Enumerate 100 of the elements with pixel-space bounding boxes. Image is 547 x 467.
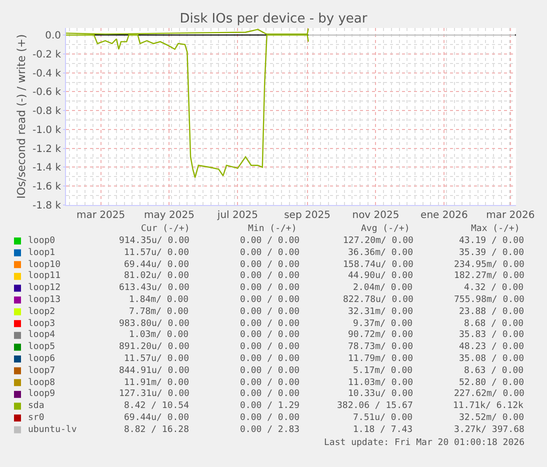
text: 0.00 / 0.00 [240, 295, 300, 305]
text: 4.32 / 0.00 [464, 283, 524, 293]
text: Max (-/+) [471, 224, 520, 234]
legend-label: loop3 [28, 319, 56, 329]
text: Last update: Fri Mar 20 01:00:18 2026 [324, 438, 524, 448]
text: 36.36m/ 0.00 [348, 248, 414, 258]
legend-label: sda [28, 401, 44, 411]
legend-label: loop7 [28, 366, 56, 376]
text: 0.00 / 0.00 [240, 366, 300, 376]
text: 5.17m/ 0.00 [353, 366, 413, 376]
text: 81.02u/ 0.00 [124, 271, 190, 281]
text: 7.51u/ 0.00 [353, 413, 413, 423]
text: 10.33u/ 0.00 [348, 389, 414, 399]
text: 0.00 / 1.29 [240, 401, 300, 411]
legend-label: loop9 [28, 389, 56, 399]
legend-label: loop2 [28, 307, 56, 317]
text: 8.63 / 0.00 [464, 366, 524, 376]
text: 755.98m/ 0.00 [454, 295, 524, 305]
text: 0.00 / 0.00 [240, 330, 300, 340]
text: 0.00 / 0.00 [240, 260, 300, 270]
legend-label: sr0 [28, 413, 44, 423]
text: 8.68 / 0.00 [464, 319, 524, 329]
text: 52.80 / 0.00 [459, 378, 524, 388]
legend-label: loop11 [28, 271, 61, 281]
y-tick-label: -0.4 k [32, 68, 62, 80]
legend-label: loop12 [28, 283, 61, 293]
text: 0.00 / 0.00 [240, 271, 300, 281]
text: 8.42 / 10.54 [124, 401, 190, 411]
text: Min (-/+) [248, 224, 297, 234]
text: 127.31u/ 0.00 [119, 389, 190, 399]
text: 914.35u/ 0.00 [119, 236, 190, 246]
x-tick-label: ene 2026 [420, 210, 468, 221]
text: 844.91u/ 0.00 [119, 366, 190, 376]
y-tick-label: 0.0 [45, 30, 61, 42]
text: 11.91m/ 0.00 [124, 378, 190, 388]
y-tick-label: -1.8 k [32, 200, 62, 212]
text: 983.80u/ 0.00 [119, 319, 190, 329]
legend-label: loop13 [28, 295, 61, 305]
text: 127.20m/ 0.00 [343, 236, 414, 246]
x-tick-label: mar 2026 [486, 210, 535, 221]
y-tick-label: -1.0 k [32, 124, 62, 136]
text: 0.00 / 0.00 [240, 413, 300, 423]
text: 822.78u/ 0.00 [343, 295, 414, 305]
text: 891.20u/ 0.00 [119, 342, 190, 352]
text: 7.78m/ 0.00 [129, 307, 189, 317]
text: 43.19 / 0.00 [459, 236, 524, 246]
text: 48.23 / 0.00 [459, 342, 524, 352]
legend-label: loop5 [28, 342, 56, 352]
text: 0.00 / 0.00 [240, 354, 300, 364]
text: 69.44u/ 0.00 [124, 260, 190, 270]
text: 0.00 / 0.00 [240, 342, 300, 352]
text: 9.37m/ 0.00 [353, 319, 413, 329]
text: 35.08 / 0.00 [459, 354, 524, 364]
text: 158.74u/ 0.00 [343, 260, 414, 270]
chart-title: Disk IOs per device - by year [180, 12, 368, 27]
text: 23.88 / 0.00 [459, 307, 524, 317]
legend-label: loop6 [28, 354, 56, 364]
text: 11.79m/ 0.00 [348, 354, 414, 364]
text: Cur (-/+) [141, 224, 190, 234]
legend-label: loop0 [28, 236, 56, 246]
text: 0.00 / 0.00 [240, 236, 300, 246]
legend-label: ubuntu-lv [28, 425, 77, 435]
x-tick-label: may 2025 [144, 210, 194, 221]
text: 11.71k/ 6.12k [453, 401, 524, 411]
text: 35.83 / 0.00 [459, 330, 524, 340]
text: 0.00 / 0.00 [240, 319, 300, 329]
text: 32.31m/ 0.00 [348, 307, 414, 317]
text: 0.00 / 0.00 [240, 283, 300, 293]
text: 11.57u/ 0.00 [124, 248, 190, 258]
y-tick-label: -1.6 k [32, 182, 62, 193]
legend-label: loop8 [28, 378, 56, 388]
text: 0.00 / 0.00 [240, 389, 300, 399]
legend-label: loop1 [28, 248, 56, 258]
y-tick-label: -1.4 k [32, 162, 62, 174]
text: 0.00 / 0.00 [240, 378, 300, 388]
text: 1.03m/ 0.00 [129, 330, 189, 340]
y-tick-label: -1.2 k [32, 144, 62, 155]
x-tick-label: jul 2025 [216, 210, 258, 221]
text: 35.39 / 0.00 [459, 248, 524, 258]
text: 613.43u/ 0.00 [119, 283, 190, 293]
text: 1.84m/ 0.00 [129, 295, 189, 305]
text: 234.95m/ 0.00 [454, 260, 524, 270]
text: 90.72m/ 0.00 [348, 330, 414, 340]
y-axis-title: IOs/second read (-) / write (+) [15, 34, 28, 199]
text: 0.00 / 2.83 [240, 425, 300, 435]
text: 182.27m/ 0.00 [454, 271, 524, 281]
x-tick-label: mar 2025 [76, 210, 126, 221]
text: 32.52m/ 0.00 [459, 413, 524, 423]
text: 2.04m/ 0.00 [353, 283, 413, 293]
legend-label: loop10 [28, 260, 61, 270]
x-tick-label: sep 2025 [284, 210, 330, 221]
text: 8.82 / 16.28 [124, 425, 190, 435]
text: 0.00 / 0.00 [240, 307, 300, 317]
x-tick-label: nov 2025 [352, 210, 400, 221]
text: 0.00 / 0.00 [240, 248, 300, 258]
text: 227.62m/ 0.00 [454, 389, 524, 399]
y-tick-label: -0.6 k [32, 87, 62, 98]
y-tick-label: -0.8 k [32, 106, 62, 118]
text: 11.03m/ 0.00 [348, 378, 414, 388]
text: 44.90u/ 0.00 [348, 271, 414, 281]
